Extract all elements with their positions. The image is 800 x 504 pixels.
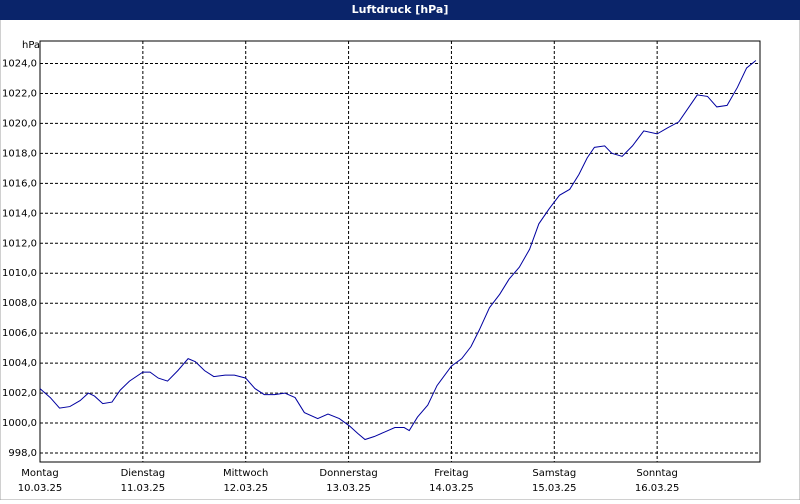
y-tick-label: 1024,0 — [2, 58, 37, 69]
x-tick-label: 16.03.25 — [635, 483, 680, 494]
y-tick-label: 1018,0 — [2, 148, 37, 159]
chart-title: Luftdruck [hPa] — [352, 3, 449, 16]
y-tick-label: 1006,0 — [2, 328, 37, 339]
y-tick-label: 1016,0 — [2, 178, 37, 189]
x-tick-label: Donnerstag — [319, 468, 377, 479]
data-line — [39, 60, 757, 441]
y-tick-label: 1022,0 — [2, 88, 37, 99]
y-tick-label: 1000,0 — [2, 418, 37, 429]
y-tick-label: 1014,0 — [2, 208, 37, 219]
y-tick-label: 1004,0 — [2, 358, 37, 369]
plot-area — [39, 40, 761, 463]
y-tick-label: 1002,0 — [2, 388, 37, 399]
y-tick-label: 1010,0 — [2, 268, 37, 279]
y-tick-label: 1012,0 — [2, 238, 37, 249]
y-unit: hPa — [22, 40, 40, 51]
x-tick-label: 15.03.25 — [532, 483, 577, 494]
x-tick-label: 10.03.25 — [18, 483, 63, 494]
x-tick-label: Samstag — [532, 468, 576, 479]
x-tick-label: Sonntag — [636, 468, 678, 479]
x-tick-label: Freitag — [434, 468, 468, 479]
x-tick-label: 14.03.25 — [429, 483, 474, 494]
x-tick-label: 13.03.25 — [326, 483, 371, 494]
x-tick-label: Montag — [21, 468, 58, 479]
y-tick-label: 998,0 — [8, 448, 37, 459]
x-tick-label: Dienstag — [121, 468, 166, 479]
y-tick-label: 1008,0 — [2, 298, 37, 309]
x-tick-label: 11.03.25 — [121, 483, 166, 494]
y-tick-label: 1020,0 — [2, 118, 37, 129]
x-tick-label: Mittwoch — [223, 468, 268, 479]
title-bar — [0, 0, 800, 20]
x-tick-label: 12.03.25 — [223, 483, 268, 494]
